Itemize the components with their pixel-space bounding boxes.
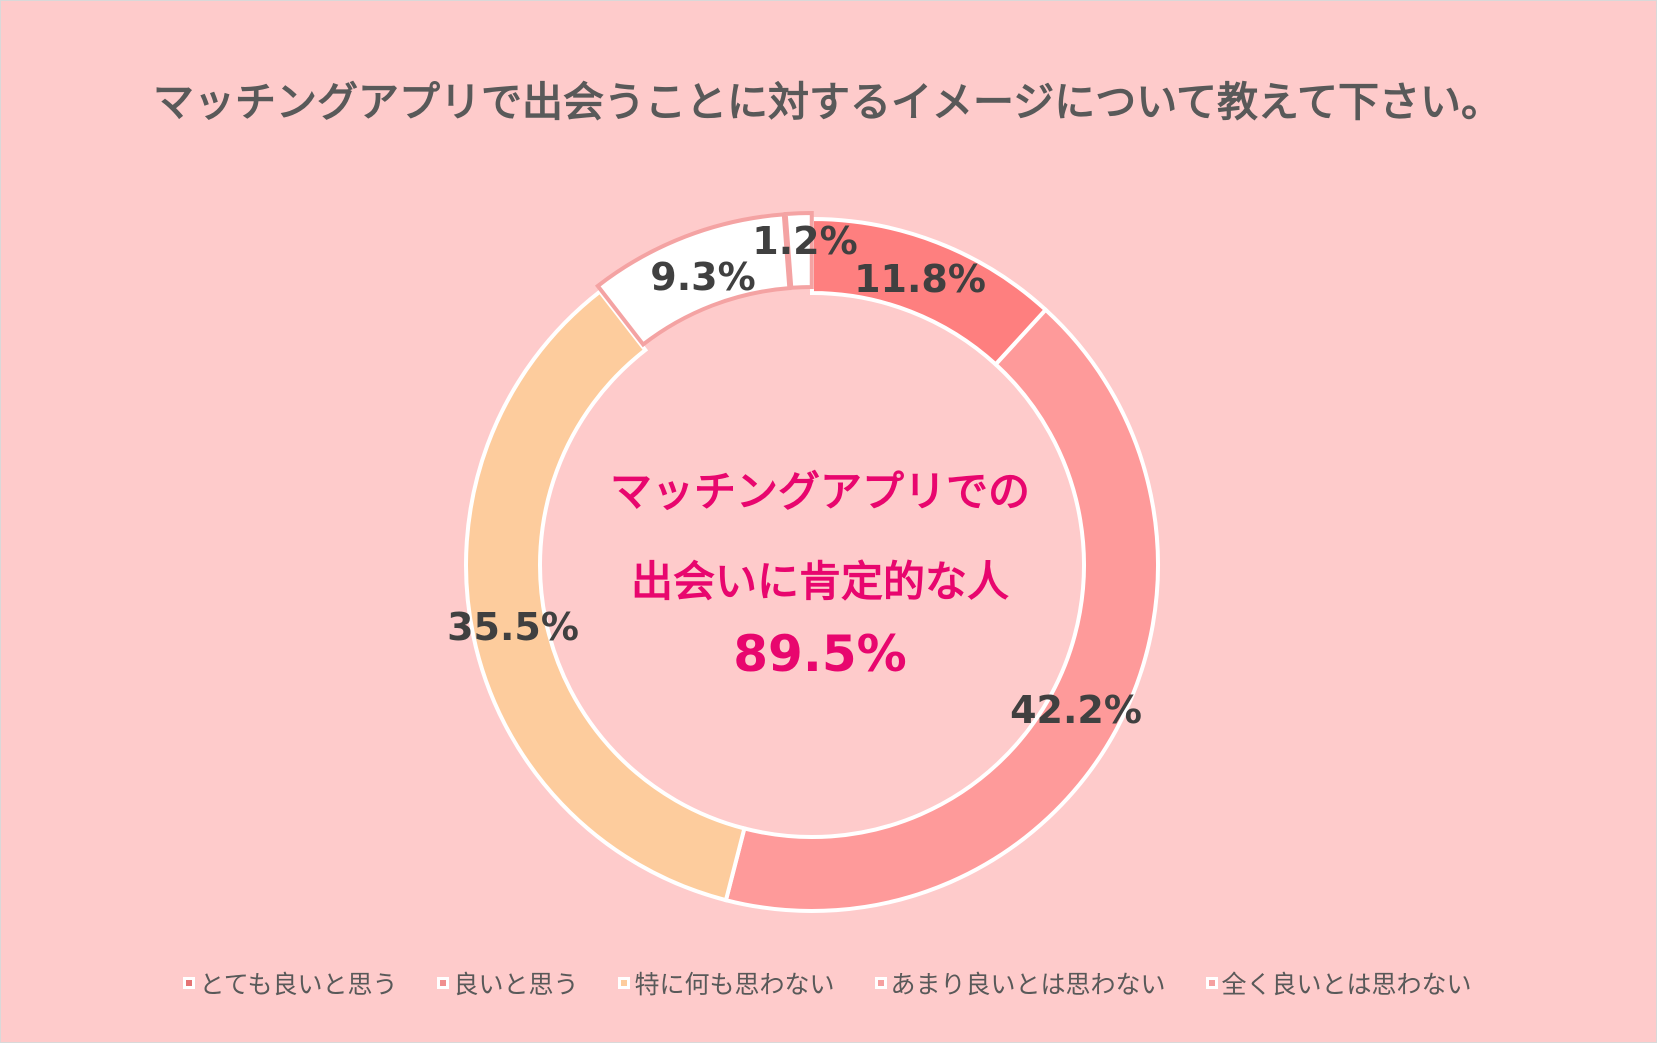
legend-item-1: とても良いと思う (183, 965, 397, 1001)
donut-slice-2 (723, 306, 1160, 913)
legend-swatch (874, 977, 887, 989)
legend-item-5: 全く良いとは思わない (1205, 965, 1472, 1001)
data-label-1: 11.8% (854, 257, 986, 301)
legend-swatch (183, 977, 196, 989)
legend-item-3: 特に何も思わない (618, 965, 835, 1001)
legend-swatch (1205, 977, 1218, 989)
donut-slice-3 (464, 288, 747, 903)
legend-swatch (618, 977, 631, 989)
legend-label: あまり良いとは思わない (890, 970, 1166, 999)
donut-slice-5 (783, 211, 814, 290)
data-label-2: 42.2% (1010, 688, 1142, 732)
data-label-4: 9.3% (650, 255, 755, 299)
legend-label: 特に何も思わない (634, 970, 835, 999)
legend-item-4: あまり良いとは思わない (874, 965, 1166, 1001)
legend-label: 全く良いとは思わない (1221, 970, 1472, 999)
data-label-5: 1.2% (752, 219, 857, 263)
center-annotation-line2: 出会いに肯定的な人 (630, 557, 1009, 606)
chart-legend: とても良いと思う 良いと思う 特に何も思わない あまり良いとは思わない 全く良いとは思わ… (0, 965, 1655, 1001)
legend-label: 良いと思う (453, 970, 579, 999)
data-label-3: 35.5% (447, 605, 579, 649)
chart-title: マッチングアプリで出会うことに対するイメージについて教えて下さい。 (153, 78, 1502, 126)
center-annotation-value: 89.5% (733, 625, 907, 683)
center-annotation-line1: マッチングアプリでの (609, 467, 1030, 516)
legend-swatch (437, 977, 450, 989)
legend-label: とても良いと思う (199, 970, 398, 999)
legend-item-2: 良いと思う (437, 965, 578, 1001)
